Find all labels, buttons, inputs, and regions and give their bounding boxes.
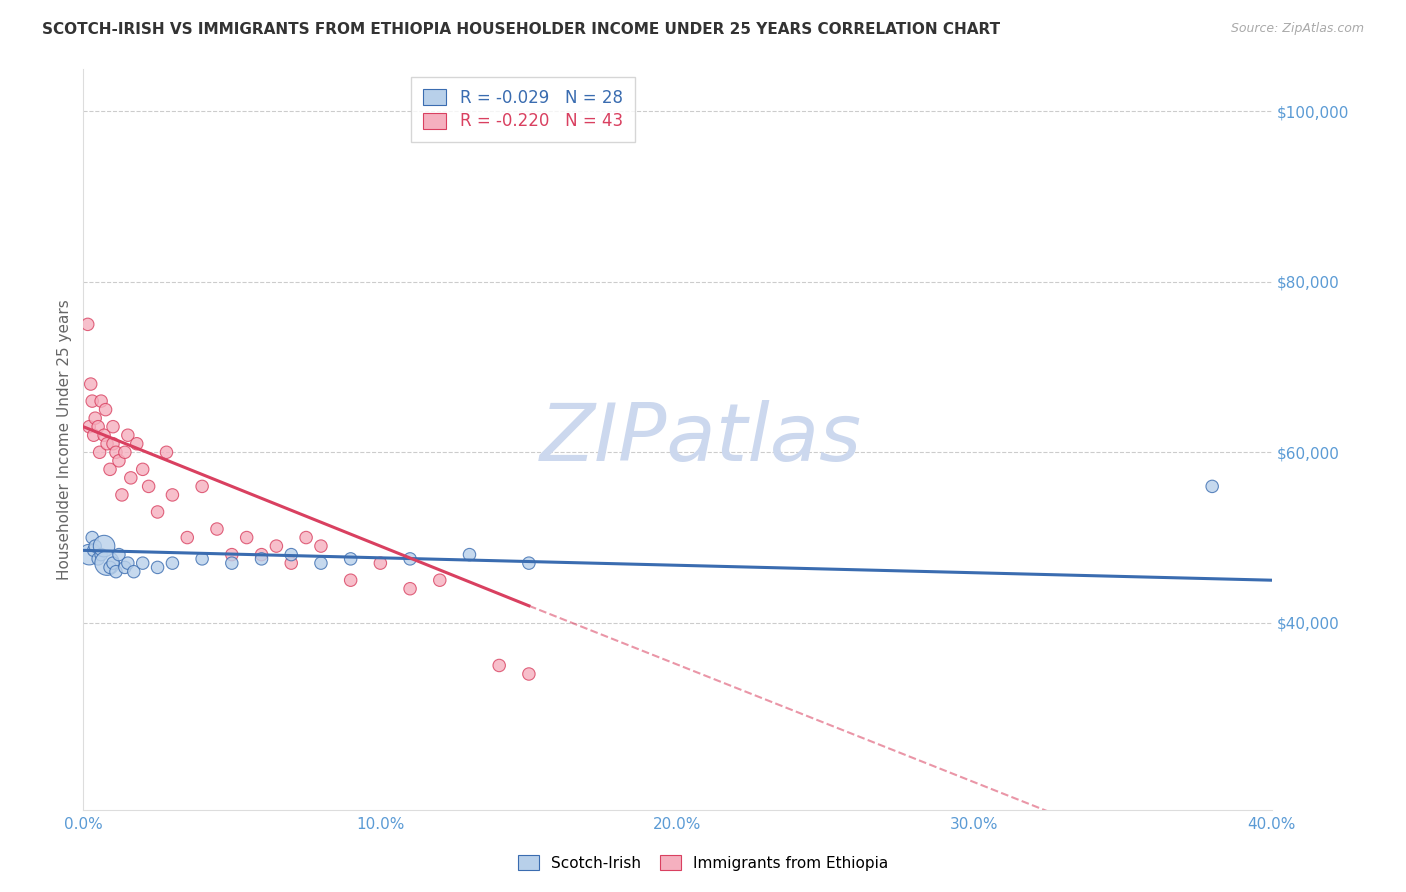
- Point: [429, 573, 451, 587]
- Point: [101, 556, 124, 570]
- Point: [98, 560, 121, 574]
- Point: [82, 531, 104, 545]
- Point: [131, 556, 153, 570]
- Legend: R = -0.029   N = 28, R = -0.220   N = 43: R = -0.029 N = 28, R = -0.220 N = 43: [412, 77, 634, 142]
- Point: [339, 552, 361, 566]
- Point: [90, 394, 112, 409]
- Point: [104, 565, 127, 579]
- Point: [146, 505, 169, 519]
- Point: [138, 479, 160, 493]
- Point: [93, 539, 115, 553]
- Point: [176, 531, 198, 545]
- Point: [89, 445, 111, 459]
- Point: [131, 462, 153, 476]
- Point: [399, 552, 422, 566]
- Point: [80, 377, 103, 392]
- Point: [77, 548, 100, 562]
- Point: [104, 445, 127, 459]
- Point: [83, 543, 105, 558]
- Point: [266, 539, 288, 553]
- Point: [87, 419, 110, 434]
- Point: [235, 531, 257, 545]
- Point: [125, 436, 148, 450]
- Text: ZIPatlas: ZIPatlas: [540, 401, 862, 478]
- Point: [339, 573, 361, 587]
- Point: [111, 488, 134, 502]
- Point: [162, 556, 184, 570]
- Point: [101, 419, 124, 434]
- Point: [120, 471, 142, 485]
- Point: [458, 548, 481, 562]
- Point: [370, 556, 392, 570]
- Point: [96, 556, 118, 570]
- Point: [309, 556, 332, 570]
- Text: SCOTCH-IRISH VS IMMIGRANTS FROM ETHIOPIA HOUSEHOLDER INCOME UNDER 25 YEARS CORRE: SCOTCH-IRISH VS IMMIGRANTS FROM ETHIOPIA…: [42, 22, 1000, 37]
- Point: [162, 488, 184, 502]
- Point: [76, 318, 98, 332]
- Legend: Scotch-Irish, Immigrants from Ethiopia: Scotch-Irish, Immigrants from Ethiopia: [509, 846, 897, 880]
- Point: [221, 548, 243, 562]
- Point: [191, 552, 214, 566]
- Point: [114, 560, 136, 574]
- Point: [101, 436, 124, 450]
- Point: [280, 548, 302, 562]
- Point: [399, 582, 422, 596]
- Point: [191, 479, 214, 493]
- Point: [146, 560, 169, 574]
- Point: [96, 436, 118, 450]
- Point: [98, 462, 121, 476]
- Point: [84, 539, 107, 553]
- Point: [117, 556, 139, 570]
- Point: [250, 548, 273, 562]
- Point: [309, 539, 332, 553]
- Point: [93, 428, 115, 442]
- Point: [108, 454, 131, 468]
- Point: [84, 411, 107, 425]
- Point: [90, 548, 112, 562]
- Point: [488, 658, 510, 673]
- Point: [83, 428, 105, 442]
- Point: [221, 556, 243, 570]
- Point: [517, 667, 540, 681]
- Point: [205, 522, 228, 536]
- Point: [122, 565, 145, 579]
- Point: [1201, 479, 1223, 493]
- Point: [94, 402, 117, 417]
- Point: [250, 552, 273, 566]
- Point: [517, 556, 540, 570]
- Point: [87, 552, 110, 566]
- Point: [280, 556, 302, 570]
- Point: [114, 445, 136, 459]
- Y-axis label: Householder Income Under 25 years: Householder Income Under 25 years: [58, 299, 72, 580]
- Point: [155, 445, 177, 459]
- Text: Source: ZipAtlas.com: Source: ZipAtlas.com: [1230, 22, 1364, 36]
- Point: [82, 394, 104, 409]
- Point: [295, 531, 318, 545]
- Point: [108, 548, 131, 562]
- Point: [117, 428, 139, 442]
- Point: [77, 419, 100, 434]
